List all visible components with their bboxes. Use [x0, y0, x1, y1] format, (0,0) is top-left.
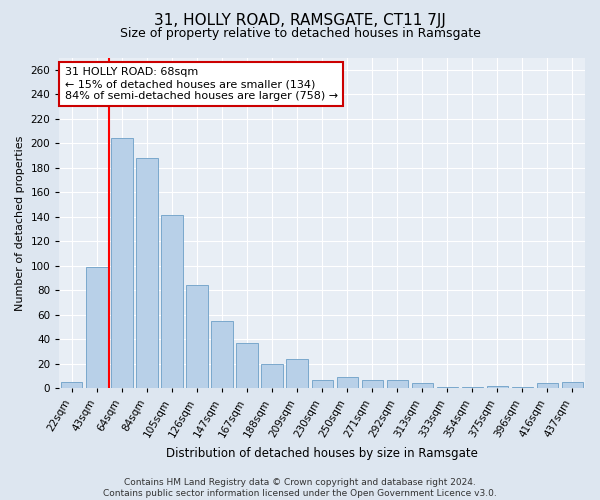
Bar: [462, 387, 483, 388]
Bar: [86, 267, 107, 388]
Bar: [211, 321, 233, 388]
Bar: [236, 343, 258, 388]
Bar: [111, 138, 133, 388]
Bar: [311, 380, 333, 388]
Bar: [362, 380, 383, 388]
Bar: [537, 384, 558, 388]
Bar: [512, 387, 533, 388]
Text: Size of property relative to detached houses in Ramsgate: Size of property relative to detached ho…: [119, 28, 481, 40]
Bar: [412, 384, 433, 388]
Bar: [337, 377, 358, 388]
X-axis label: Distribution of detached houses by size in Ramsgate: Distribution of detached houses by size …: [166, 447, 478, 460]
Bar: [487, 386, 508, 388]
Y-axis label: Number of detached properties: Number of detached properties: [15, 135, 25, 310]
Bar: [136, 158, 158, 388]
Text: 31, HOLLY ROAD, RAMSGATE, CT11 7JJ: 31, HOLLY ROAD, RAMSGATE, CT11 7JJ: [154, 12, 446, 28]
Text: Contains HM Land Registry data © Crown copyright and database right 2024.
Contai: Contains HM Land Registry data © Crown c…: [103, 478, 497, 498]
Bar: [562, 382, 583, 388]
Bar: [187, 286, 208, 388]
Bar: [437, 387, 458, 388]
Bar: [286, 359, 308, 388]
Text: 31 HOLLY ROAD: 68sqm
← 15% of detached houses are smaller (134)
84% of semi-deta: 31 HOLLY ROAD: 68sqm ← 15% of detached h…: [65, 68, 338, 100]
Bar: [386, 380, 408, 388]
Bar: [61, 382, 82, 388]
Bar: [161, 216, 182, 388]
Bar: [262, 364, 283, 388]
